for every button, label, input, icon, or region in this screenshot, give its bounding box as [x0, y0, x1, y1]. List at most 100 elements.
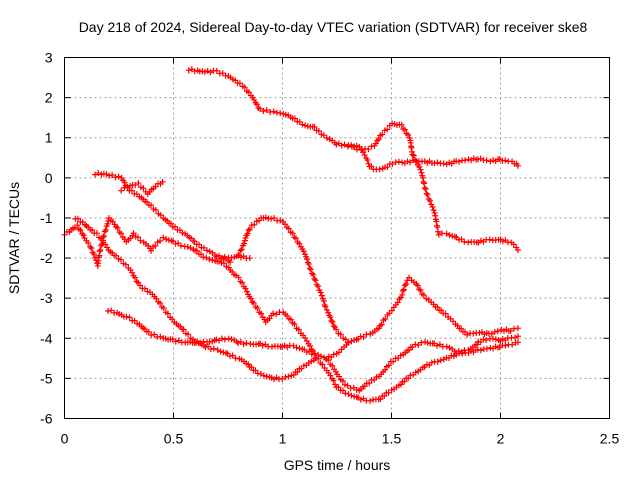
data-point [299, 121, 306, 128]
y-tick-label: 0 [45, 170, 53, 186]
data-point [323, 135, 330, 142]
data-point [325, 357, 332, 364]
data-point [458, 325, 465, 332]
data-point [270, 108, 277, 115]
data-point [401, 282, 408, 289]
data-point [152, 206, 159, 213]
data-point [282, 374, 289, 381]
data-point [514, 333, 521, 340]
data-point [118, 230, 125, 237]
data-point [113, 252, 120, 259]
y-tick-label: -2 [40, 250, 53, 266]
data-point [429, 203, 436, 210]
data-point [180, 326, 187, 333]
data-point [213, 253, 220, 260]
data-point [410, 152, 417, 159]
grid [64, 57, 610, 419]
data-point [213, 67, 220, 74]
data-point [389, 161, 396, 168]
data-point [428, 359, 435, 366]
data-point [388, 307, 395, 314]
data-point [236, 80, 243, 87]
data-marks [61, 66, 521, 404]
data-point [498, 326, 505, 333]
data-point [375, 325, 382, 332]
data-point [332, 368, 339, 375]
data-point [307, 342, 314, 349]
data-point [74, 215, 81, 222]
data-point [252, 367, 259, 374]
data-point [375, 136, 382, 143]
y-tick-label: 2 [45, 90, 53, 106]
data-point [203, 254, 210, 261]
data-point [514, 339, 521, 346]
data-point [206, 256, 213, 263]
data-point [345, 339, 352, 346]
data-point [416, 286, 423, 293]
data-point [333, 326, 340, 333]
y-tick-labels: -6 -5 -4 -3 -2 -1 0 1 2 3 [40, 50, 53, 427]
data-point [483, 157, 490, 164]
data-point [134, 234, 141, 241]
data-point [145, 328, 152, 335]
data-point [431, 160, 438, 167]
data-point [203, 247, 210, 254]
data-point [210, 345, 217, 352]
data-point [311, 123, 318, 130]
data-point [97, 247, 104, 254]
chart-title: Day 218 of 2024, Sidereal Day-to-day VTE… [79, 19, 588, 35]
data-point [98, 235, 105, 242]
data-point [296, 345, 303, 352]
data-point [431, 209, 438, 216]
x-tick-label: 0.5 [164, 431, 184, 447]
data-point [204, 67, 211, 74]
data-point [421, 184, 428, 191]
data-point [199, 68, 206, 75]
data-point [87, 243, 94, 250]
data-point [243, 288, 250, 295]
data-point [285, 373, 292, 380]
data-point [401, 126, 408, 133]
y-tick-label: -4 [40, 330, 53, 346]
data-point [379, 131, 386, 138]
data-point [187, 244, 194, 251]
data-point [225, 335, 232, 342]
data-point [341, 141, 348, 148]
data-point [271, 215, 278, 222]
data-point [163, 236, 170, 243]
data-point [422, 186, 429, 193]
data-point [172, 223, 179, 230]
data-point [490, 157, 497, 164]
data-point [491, 329, 498, 336]
data-point [88, 245, 95, 252]
data-point [148, 202, 154, 209]
data-point [487, 158, 494, 165]
data-point [185, 67, 192, 74]
y-tick-label: 3 [45, 50, 53, 66]
data-point [338, 142, 345, 149]
data-point [465, 156, 472, 163]
data-point [245, 361, 252, 368]
data-point [164, 310, 171, 317]
data-point [159, 178, 166, 185]
data-point [311, 275, 318, 282]
data-point [137, 237, 144, 244]
data-point [245, 89, 252, 96]
data-point [232, 355, 239, 362]
data-point [514, 325, 521, 332]
data-point [434, 228, 441, 235]
data-point [93, 230, 100, 237]
data-point [364, 156, 371, 163]
data-point [248, 364, 255, 371]
data-point [293, 344, 300, 351]
data-point [243, 340, 250, 347]
data-point [486, 236, 493, 243]
data-point [114, 224, 121, 231]
data-point [246, 255, 253, 262]
data-point [398, 121, 405, 128]
data-point [270, 310, 277, 317]
data-point [239, 279, 246, 286]
data-point [422, 339, 428, 346]
data-point [137, 282, 144, 289]
data-point [434, 304, 441, 311]
